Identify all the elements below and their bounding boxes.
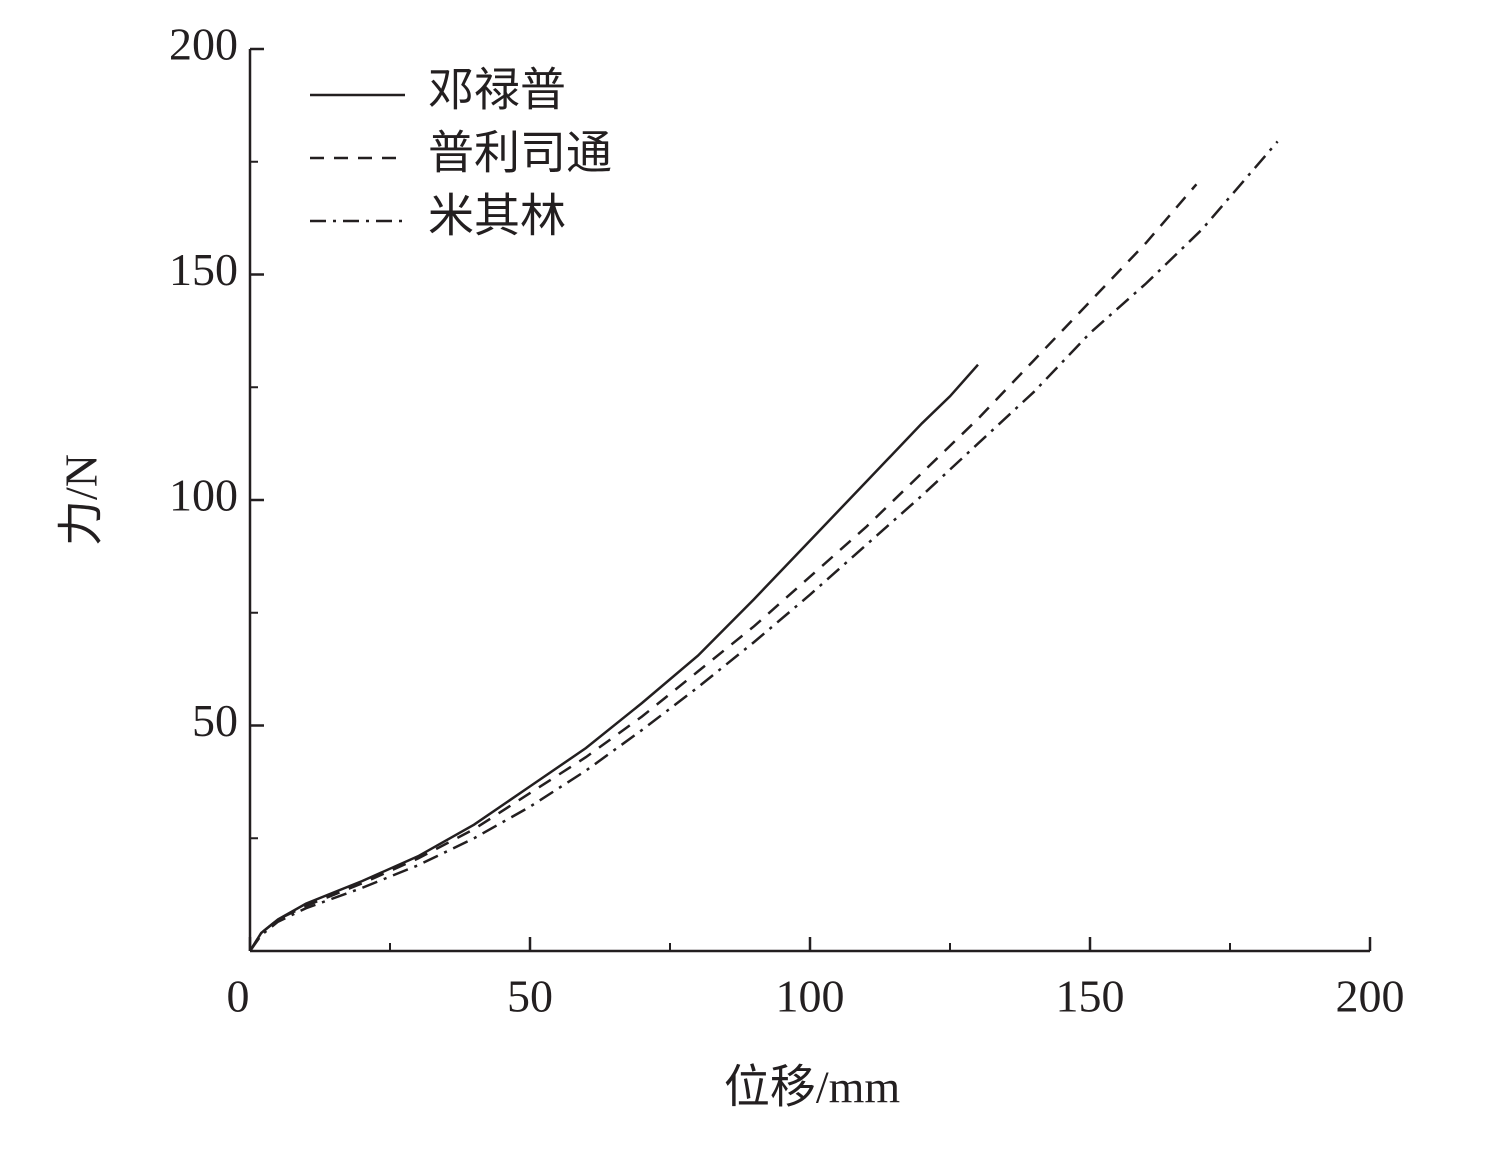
y-axis-label: 力/N (56, 454, 107, 546)
x-tick-label: 100 (776, 971, 845, 1022)
x-tick-label: 150 (1056, 971, 1125, 1022)
y-tick-label: 50 (192, 695, 238, 746)
y-tick-label: 200 (169, 19, 238, 70)
y-tick-label: 150 (169, 244, 238, 295)
legend-label: 邓禄普 (428, 65, 566, 116)
series-line (248, 140, 1279, 952)
series-line (248, 183, 1198, 952)
series-line (248, 363, 979, 952)
x-axis-label: 位移/mm (724, 1062, 901, 1113)
x-tick-label: 0 (227, 971, 250, 1022)
x-tick-label: 200 (1336, 971, 1405, 1022)
legend-label: 米其林 (428, 191, 566, 242)
legend-label: 普利司通 (428, 128, 612, 179)
y-tick-label: 100 (169, 470, 238, 521)
x-tick-label: 50 (507, 971, 553, 1022)
